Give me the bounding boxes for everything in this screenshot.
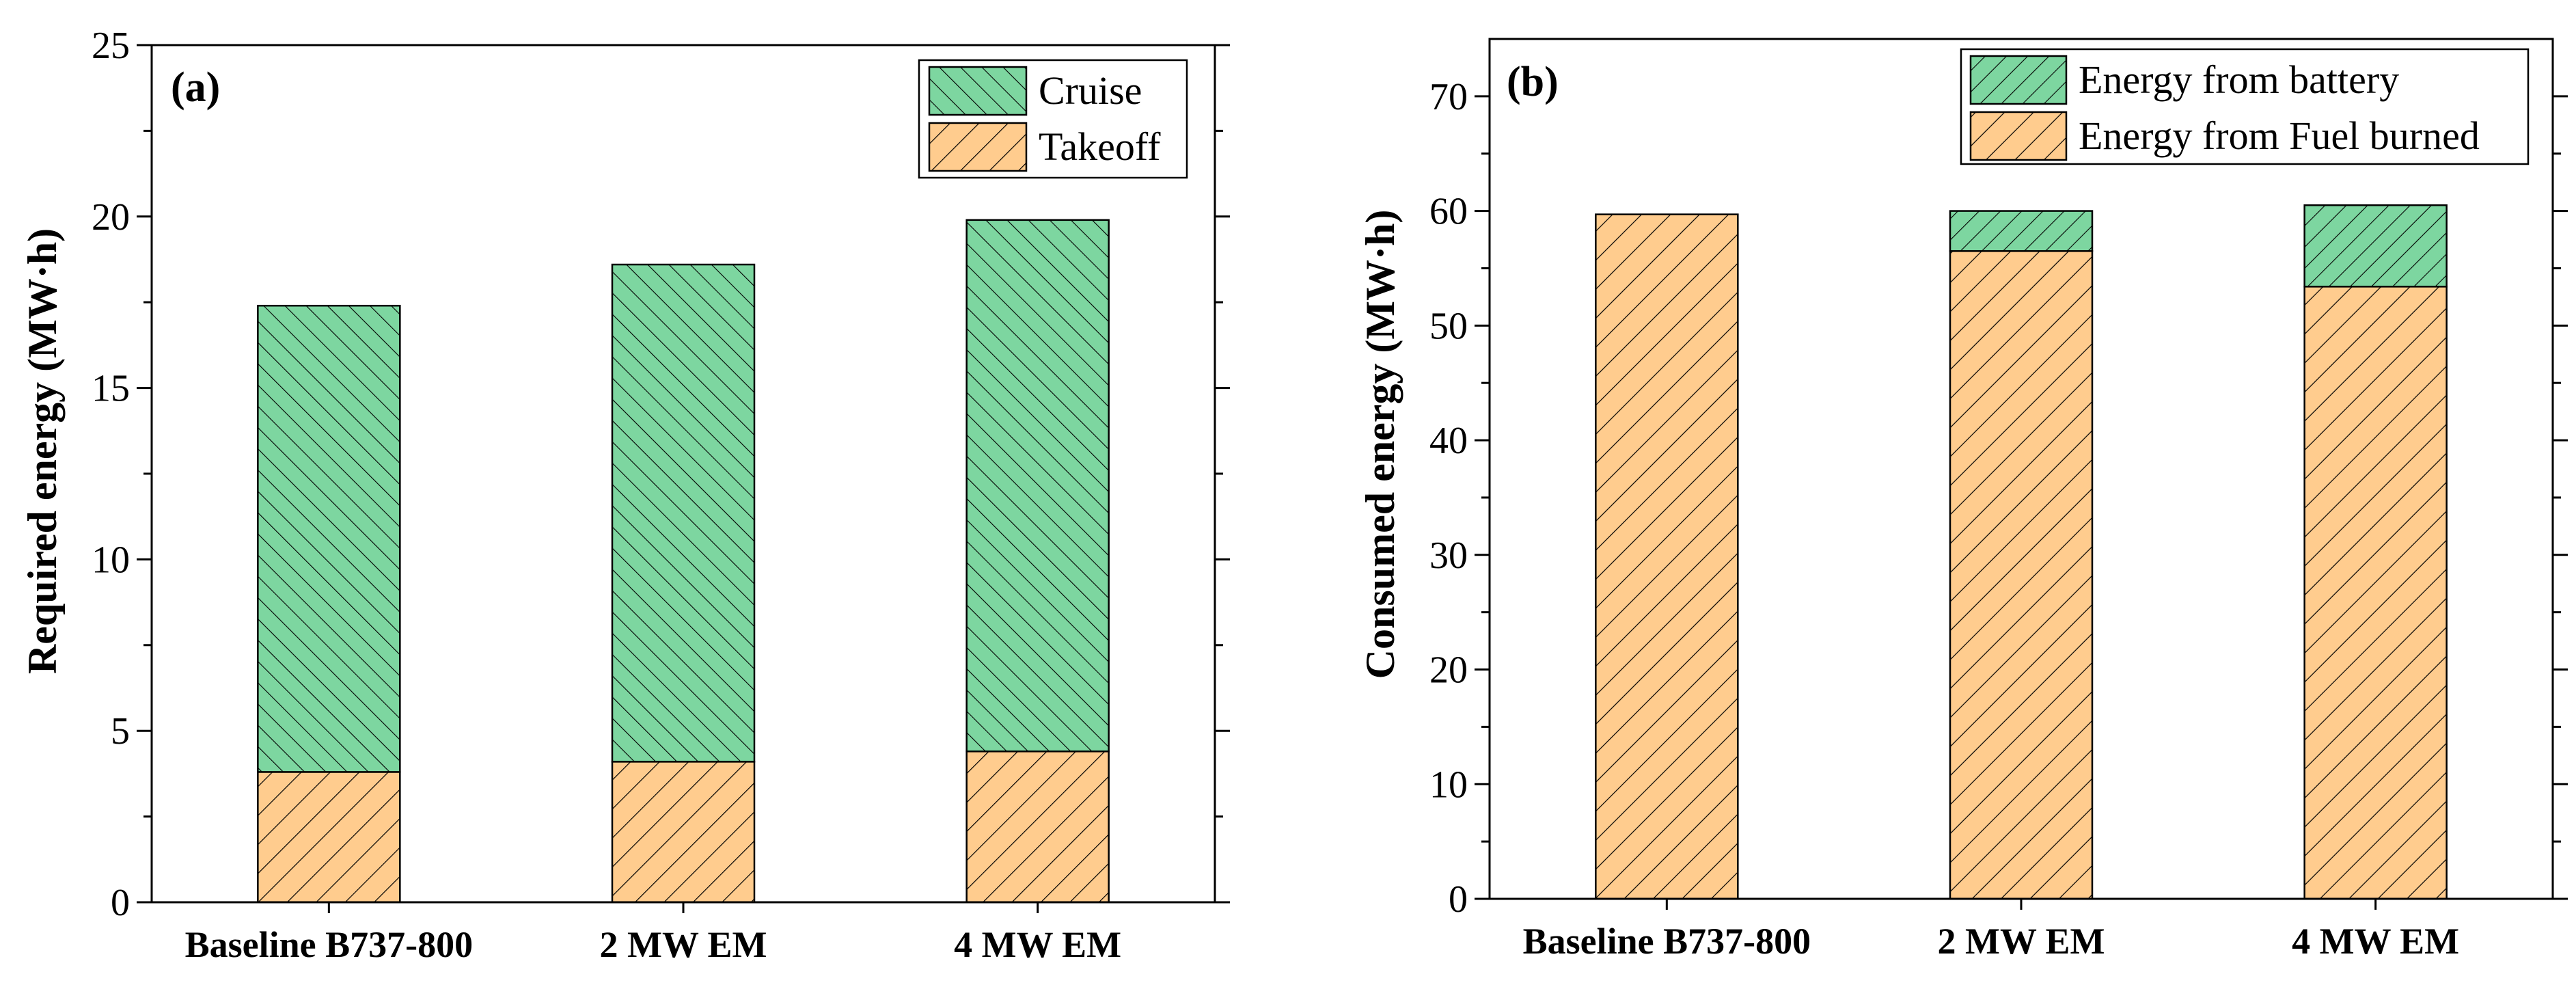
panel-label-b: (b)	[1507, 59, 1559, 105]
plot-frame-b	[1488, 38, 2554, 900]
bar-b-energy-from-battery-1	[1949, 210, 2094, 252]
legend-b-label-battery: Energy from battery	[2079, 57, 2399, 102]
bar-b-energy-from-fuel-burned-1	[1949, 250, 2094, 900]
axes-b: Baseline B737-800 2 MW EM 4 MW EM 0 10 20 30 40…	[1429, 38, 2568, 962]
legend-a-swatch-cruise	[928, 66, 1028, 116]
y-axis-title-a: Required energy (MW·h)	[20, 228, 65, 674]
bars-a	[257, 219, 1110, 904]
legend-a-swatch-takeoff	[928, 122, 1028, 172]
y-tick-label-a-1: 5	[111, 710, 130, 753]
x-tick-label-b-1: 2 MW EM	[1938, 921, 2105, 962]
bar-a-takeoff-2	[965, 751, 1110, 904]
legend-a: Cruise Takeoff	[918, 59, 1188, 179]
panel-b: Baseline B737-800 2 MW EM 4 MW EM 0 10 20 30 40…	[1358, 38, 2568, 962]
bar-b-energy-from-fuel-burned-2	[2303, 286, 2448, 900]
y-tick-label-a-0: 0	[111, 882, 130, 924]
y-tick-label-a-5: 25	[92, 25, 130, 67]
bar-a-cruise-0	[257, 304, 401, 773]
y-tick-label-b-1: 10	[1429, 763, 1468, 806]
y-tick-label-b-5: 50	[1429, 305, 1468, 347]
y-tick-label-b-3: 30	[1429, 535, 1468, 577]
bar-b-energy-from-fuel-burned-0	[1595, 213, 1739, 900]
bars-b	[1595, 204, 2448, 900]
y-tick-label-b-7: 70	[1429, 76, 1468, 118]
x-tick-label-a-2: 4 MW EM	[954, 924, 1121, 965]
x-tick-label-b-2: 4 MW EM	[2292, 921, 2459, 962]
panel-a: Baseline B737-800 2 MW EM 4 MW EM 0 5 10 15 20 2…	[20, 25, 1230, 965]
y-tick-label-a-4: 20	[92, 196, 130, 239]
legend-a-label-cruise: Cruise	[1039, 68, 1142, 113]
bar-a-takeoff-0	[257, 771, 401, 904]
axes-a: Baseline B737-800 2 MW EM 4 MW EM 0 5 10 15 20 2…	[92, 25, 1230, 965]
y-axis-title-b: Consumed energy (MW·h)	[1358, 210, 1403, 679]
y-tick-label-a-3: 15	[92, 368, 130, 410]
bar-a-takeoff-1	[611, 761, 756, 904]
y-tick-label-b-4: 40	[1429, 420, 1468, 462]
y-tick-label-b-2: 20	[1429, 649, 1468, 692]
panel-label-a: (a)	[171, 64, 220, 111]
y-tick-label-b-0: 0	[1449, 878, 1468, 921]
x-tick-label-b-0: Baseline B737-800	[1523, 921, 1811, 962]
bar-a-cruise-1	[611, 263, 756, 763]
legend-b-label-fuel: Energy from Fuel burned	[2079, 113, 2480, 158]
legend-b: Energy from battery Energy from Fuel bur…	[1960, 48, 2530, 165]
legend-b-swatch-battery	[1969, 55, 2068, 105]
y-tick-label-b-6: 60	[1429, 191, 1468, 233]
y-tick-label-a-2: 10	[92, 539, 130, 581]
bar-a-cruise-2	[965, 219, 1110, 753]
x-tick-label-a-1: 2 MW EM	[600, 924, 767, 965]
legend-a-label-takeoff: Takeoff	[1039, 124, 1161, 169]
bar-b-energy-from-battery-2	[2303, 204, 2448, 288]
legend-b-swatch-fuel	[1969, 111, 2068, 161]
x-tick-label-a-0: Baseline B737-800	[185, 924, 474, 965]
